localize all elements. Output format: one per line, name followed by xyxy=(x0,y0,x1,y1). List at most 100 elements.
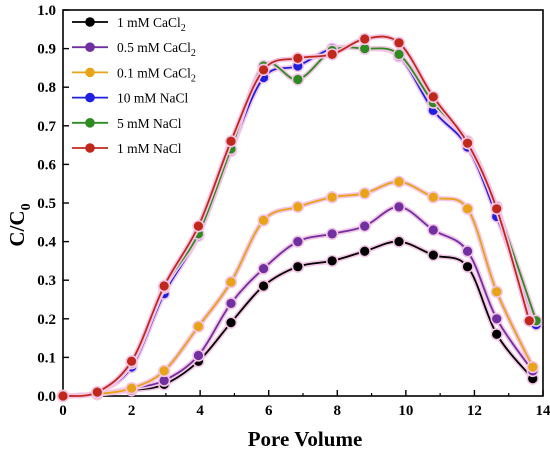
legend-label-main: 5 mM NaCl xyxy=(117,116,182,131)
x-tick-label: 0 xyxy=(59,403,67,419)
data-point xyxy=(394,49,404,59)
data-point xyxy=(428,192,438,202)
data-point xyxy=(492,329,502,339)
y-tick-label: 0.5 xyxy=(37,196,56,212)
legend-label: 1 mM NaCl xyxy=(117,141,182,156)
y-tick-label: 0.7 xyxy=(37,119,56,135)
y-tick-label: 0.8 xyxy=(37,80,56,96)
data-point xyxy=(524,316,534,326)
data-point xyxy=(327,256,337,266)
data-point xyxy=(226,277,236,287)
x-tick-label: 10 xyxy=(398,403,413,419)
legend-label-subscript: 2 xyxy=(191,73,196,84)
x-tick-label: 4 xyxy=(196,403,204,419)
data-point xyxy=(293,262,303,272)
data-point xyxy=(293,74,303,85)
data-point xyxy=(293,53,303,63)
legend-entry: 5 mM NaCl xyxy=(72,116,182,131)
y-axis-title-main: C/C xyxy=(5,210,29,246)
legend-swatch-marker xyxy=(85,42,95,52)
legend-swatch-marker xyxy=(85,143,95,153)
data-point xyxy=(226,318,236,328)
y-tick-label: 0.1 xyxy=(37,350,56,366)
data-point xyxy=(159,366,169,376)
y-axis-title-subscript: 0 xyxy=(19,203,34,210)
data-point xyxy=(492,314,502,324)
legend-label-main: 1 mM CaCl xyxy=(117,15,181,30)
y-tick-label: 0.3 xyxy=(37,273,56,289)
y-tick-label: 0.9 xyxy=(37,42,56,58)
data-point xyxy=(226,298,236,308)
legend-entry: 1 mM NaCl xyxy=(72,141,182,156)
data-point xyxy=(126,383,137,393)
data-point xyxy=(327,229,337,239)
legend-swatch-marker xyxy=(85,67,95,78)
x-axis-title: Pore Volume xyxy=(248,427,363,450)
axes: 0 2 4 6 8 10 12 14 0.0 0.1 0.2 0.3 0.4 0.5 0.6 0.7 0.8 0.… xyxy=(37,3,550,419)
data-point xyxy=(126,356,137,366)
data-point xyxy=(462,138,473,148)
data-point xyxy=(226,136,236,146)
y-tick-label: 0.6 xyxy=(37,157,56,173)
legend-swatch-marker xyxy=(85,17,95,27)
data-point xyxy=(394,38,404,48)
data-point xyxy=(159,375,169,386)
legend-entry: 1 mM CaCl2 xyxy=(72,15,186,34)
legend-entry: 10 mM NaCl xyxy=(72,91,189,106)
data-point xyxy=(258,215,269,225)
legend-label: 0.1 mM CaCl2 xyxy=(117,65,196,84)
y-tick-label: 0.0 xyxy=(37,389,56,405)
series-layer xyxy=(56,32,543,403)
legend-entry: 0.5 mM CaCl2 xyxy=(72,40,196,59)
x-tick-label: 12 xyxy=(467,403,482,419)
data-point xyxy=(360,188,370,198)
legend-label-subscript: 2 xyxy=(191,48,196,59)
legend-label: 0.5 mM CaCl2 xyxy=(117,40,196,59)
data-point xyxy=(193,221,204,231)
y-tick-label: 0.4 xyxy=(37,235,56,251)
series-6 xyxy=(56,32,536,403)
data-point xyxy=(360,34,370,44)
x-tick-label: 8 xyxy=(334,403,342,419)
y-tick-label: 1.0 xyxy=(37,3,56,19)
data-point xyxy=(528,362,538,372)
legend-swatch-marker xyxy=(85,118,95,128)
data-point xyxy=(327,192,337,202)
legend-label: 1 mM CaCl2 xyxy=(117,15,186,34)
data-point xyxy=(462,246,473,256)
legend-label: 10 mM NaCl xyxy=(117,91,189,106)
data-point xyxy=(462,204,473,214)
data-point xyxy=(92,387,102,397)
data-point xyxy=(258,264,269,274)
data-point xyxy=(360,246,370,256)
data-point xyxy=(394,177,404,187)
data-point xyxy=(428,250,438,260)
data-point xyxy=(293,237,303,247)
y-axis-title: C/C0 xyxy=(5,203,34,246)
data-point xyxy=(258,281,269,291)
data-point xyxy=(394,202,404,212)
data-point xyxy=(293,202,303,212)
x-tick-label: 6 xyxy=(265,403,273,419)
data-point xyxy=(492,204,502,214)
legend-label: 5 mM NaCl xyxy=(117,116,182,131)
data-point xyxy=(258,65,269,75)
legend-label-main: 0.1 mM CaCl xyxy=(117,65,191,80)
data-point xyxy=(327,49,337,59)
data-point xyxy=(193,350,204,361)
data-point xyxy=(394,237,404,247)
x-tick-label: 14 xyxy=(536,403,550,419)
legend-label-main: 1 mM NaCl xyxy=(117,141,182,156)
y-tick-label: 0.2 xyxy=(37,312,56,328)
data-point xyxy=(360,221,370,231)
data-point xyxy=(58,391,68,401)
x-tick-label: 2 xyxy=(128,403,136,419)
legend-label-subscript: 2 xyxy=(181,23,186,34)
series-1 xyxy=(56,235,539,403)
data-point xyxy=(492,287,502,297)
data-point xyxy=(462,262,473,272)
data-point xyxy=(428,92,438,102)
legend-label-main: 10 mM NaCl xyxy=(117,91,189,106)
